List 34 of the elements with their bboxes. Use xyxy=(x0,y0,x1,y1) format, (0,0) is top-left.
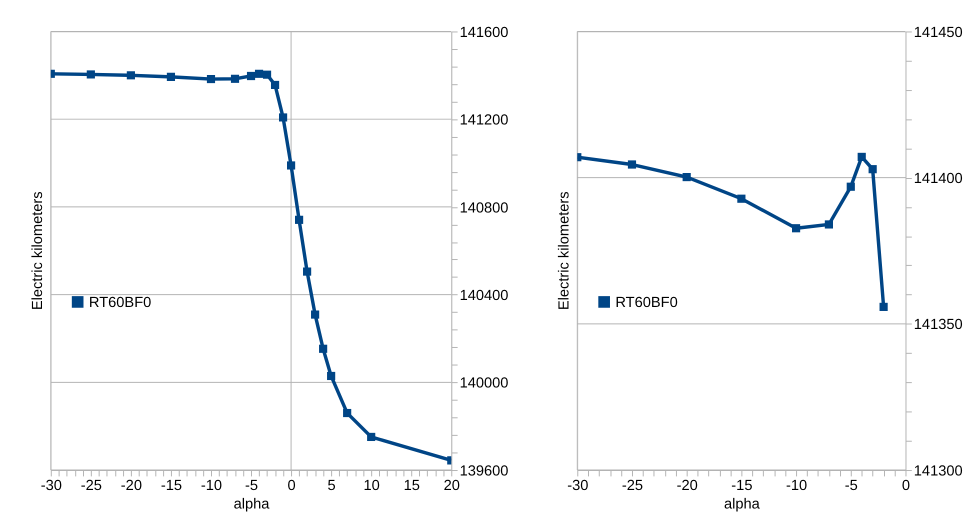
x-axis-title: alpha xyxy=(234,496,270,513)
y-tick-label: 141600 xyxy=(460,24,508,41)
x-tick-label: 15 xyxy=(404,478,420,494)
y-tick-label: 140400 xyxy=(460,288,508,304)
x-tick-label: 10 xyxy=(364,478,380,494)
x-tick-label: 0 xyxy=(902,478,910,494)
x-tick-label: -5 xyxy=(844,478,858,494)
legend-label: RT60BF0 xyxy=(615,294,678,311)
x-axis-title: alpha xyxy=(724,496,761,513)
x-tick-label: -15 xyxy=(160,478,182,494)
y-axis-title: Electric kilometers xyxy=(30,191,46,310)
y-tick-label: 141350 xyxy=(914,317,963,334)
y-tick-label: 141200 xyxy=(460,112,508,129)
x-tick-label: -20 xyxy=(120,478,142,494)
y-axis-title: Electric kilometers xyxy=(556,191,572,310)
y-tick-label: 140000 xyxy=(460,376,508,392)
x-tick-label: -15 xyxy=(731,478,752,494)
y-tick-label: 140800 xyxy=(460,200,508,216)
y-tick-label: 141400 xyxy=(914,171,963,188)
x-tick-label: -10 xyxy=(786,478,808,494)
x-tick-label: -25 xyxy=(622,478,644,494)
y-tick-label: 141450 xyxy=(914,24,963,41)
y-tick-label: 139600 xyxy=(460,463,508,480)
x-tick-label: -30 xyxy=(567,478,588,494)
legend-label: RT60BF0 xyxy=(88,294,152,311)
x-tick-label: -20 xyxy=(676,478,698,494)
x-tick-label: 5 xyxy=(328,478,336,494)
y-tick-label: 141300 xyxy=(914,463,963,480)
x-tick-label: 0 xyxy=(287,478,296,494)
x-tick-label: 20 xyxy=(444,478,460,494)
x-tick-label: -30 xyxy=(40,478,62,494)
x-tick-label: -5 xyxy=(245,478,258,494)
x-tick-label: -25 xyxy=(80,478,102,494)
x-tick-label: -10 xyxy=(200,478,222,494)
